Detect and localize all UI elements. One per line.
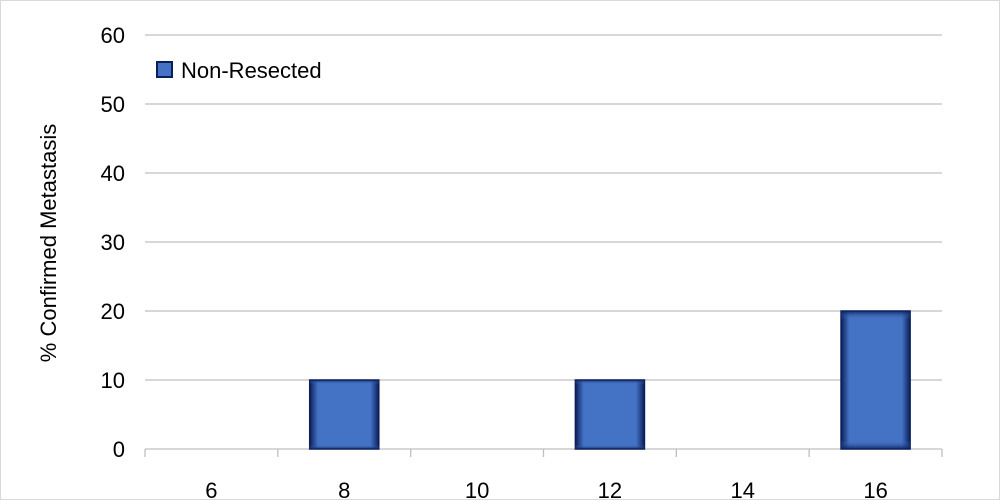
x-axis [144, 448, 943, 457]
x-tick-label: 14 [731, 478, 755, 500]
y-tick-label: 10 [101, 368, 125, 393]
bar-shading [841, 311, 911, 449]
x-tick-label: 12 [598, 478, 622, 500]
y-tick-label: 60 [101, 23, 125, 48]
y-tick-label: 0 [113, 437, 125, 462]
y-axis-tick-labels: 0 10 20 30 40 50 60 [101, 23, 125, 462]
x-tick-label: 8 [338, 478, 350, 500]
bar-shading [309, 380, 379, 449]
legend-swatch-non-resected [156, 61, 173, 78]
legend: Non-Resected [156, 58, 322, 83]
x-tick-label: 10 [465, 478, 489, 500]
bars-non-resected [308, 310, 911, 450]
y-tick-label: 20 [101, 299, 125, 324]
legend-label-non-resected: Non-Resected [181, 58, 322, 83]
y-tick-label: 50 [101, 92, 125, 117]
y-axis-title: % Confirmed Metastasis [36, 124, 61, 362]
bar-shading [575, 380, 645, 449]
x-tick-label: 6 [205, 478, 217, 500]
x-tick-label: 16 [863, 478, 887, 500]
y-tick-label: 30 [101, 230, 125, 255]
gridlines [145, 34, 942, 381]
x-axis-tick-labels: 6 8 10 12 14 16 [205, 478, 888, 500]
y-tick-label: 40 [101, 161, 125, 186]
